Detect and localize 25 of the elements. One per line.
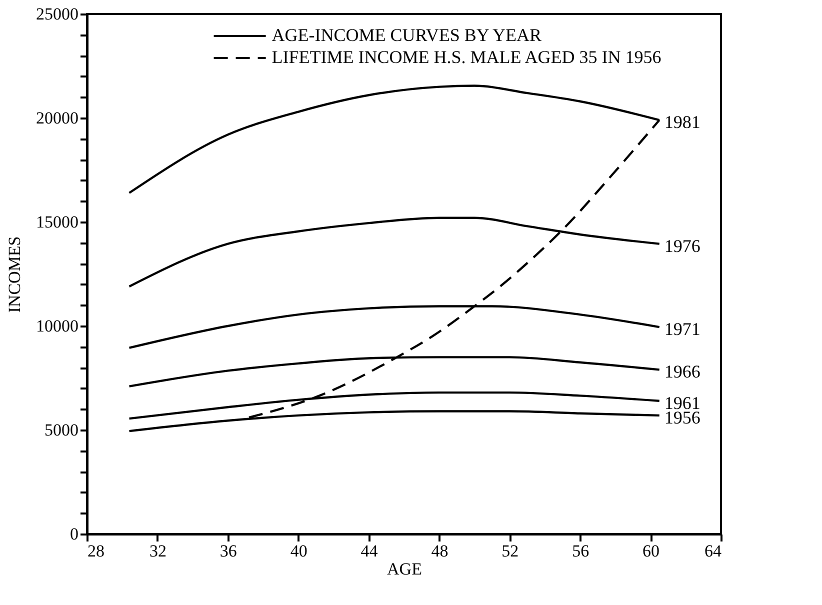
- series-label: 1981: [664, 112, 700, 132]
- x-tick-label: 56: [572, 542, 590, 560]
- y-tick-label: 20000: [36, 108, 78, 128]
- series-label: 1961: [664, 392, 700, 413]
- x-tick-label: 36: [220, 542, 237, 560]
- x-tick-label: 64: [704, 542, 722, 560]
- x-tick-label: 44: [360, 542, 378, 560]
- x-axis-title: AGE: [387, 560, 422, 578]
- x-tick-label: 40: [290, 542, 308, 560]
- series-label: 1971: [664, 319, 700, 340]
- x-tick-label: 60: [642, 542, 660, 560]
- legend-label: LIFETIME INCOME H.S. MALE AGED 35 IN 1956: [272, 47, 662, 67]
- x-tick-label: 32: [149, 542, 166, 560]
- y-tick-label: 15000: [36, 212, 78, 232]
- series-label: 1966: [664, 362, 700, 382]
- annotation: AGE-INCOME CURVES BY YEAR: [272, 25, 542, 45]
- y-tick-label: 10000: [36, 316, 78, 336]
- x-tick-label: 28: [88, 542, 104, 560]
- y-tick-label: 5000: [44, 420, 78, 440]
- y-tick-label: 0: [70, 524, 78, 544]
- x-tick-label: 48: [431, 542, 448, 560]
- y-tick-label: 25000: [36, 4, 78, 24]
- series-label: 1976: [664, 236, 700, 256]
- x-tick-label: 52: [502, 542, 519, 560]
- y-axis-title: INCOMES: [5, 236, 24, 313]
